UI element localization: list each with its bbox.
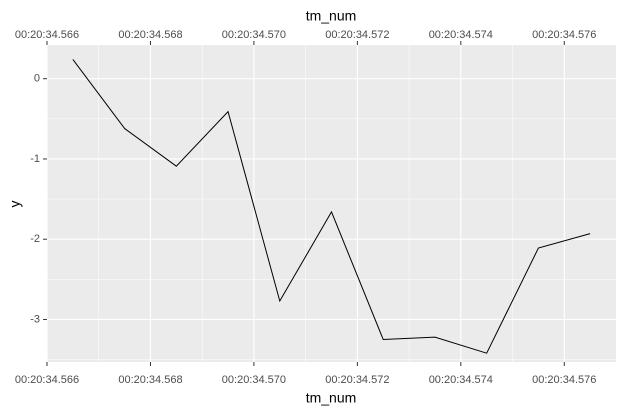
- y-tick-label: 0: [34, 73, 40, 85]
- x2-tick-label: 00:20:34.566: [15, 29, 79, 41]
- x2-tick-label: 00:20:34.574: [429, 29, 493, 41]
- x-tick-label: 00:20:34.572: [325, 374, 389, 386]
- x-tick-label: 00:20:34.566: [15, 374, 79, 386]
- x-tick-label: 00:20:34.576: [532, 374, 596, 386]
- y-axis-title: y: [7, 201, 23, 208]
- panel: [47, 45, 616, 362]
- x-tick-label: 00:20:34.568: [118, 374, 182, 386]
- y-tick-label: -1: [30, 153, 40, 165]
- x-tick-label: 00:20:34.574: [429, 374, 493, 386]
- x2-tick-label: 00:20:34.572: [325, 29, 389, 41]
- x2-tick-label: 00:20:34.576: [532, 29, 596, 41]
- x-tick-label: 00:20:34.570: [222, 374, 286, 386]
- x2-axis-title: tm_num: [306, 8, 357, 24]
- x-axis-title: tm_num: [306, 390, 357, 406]
- y-tick-label: -3: [30, 313, 40, 325]
- y-tick-label: -2: [30, 233, 40, 245]
- x2-tick-label: 00:20:34.570: [222, 29, 286, 41]
- x2-tick-label: 00:20:34.568: [118, 29, 182, 41]
- grid: [46, 45, 616, 362]
- line: [72, 59, 591, 354]
